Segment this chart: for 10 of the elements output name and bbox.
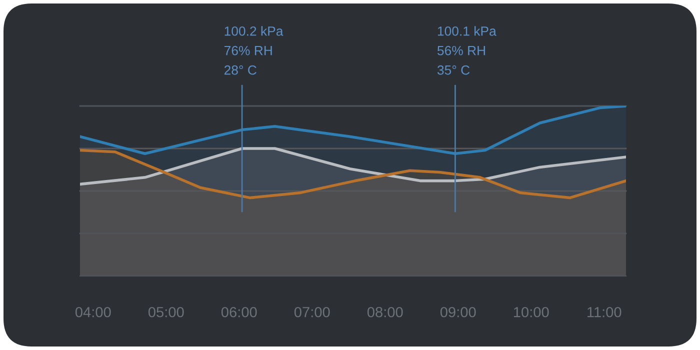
x-tick-label: 08:00: [367, 306, 403, 318]
x-tick-label: 04:00: [75, 306, 111, 318]
ref-line-label: 100.2 kPa 76% RH 28° C: [224, 26, 284, 75]
x-tick-label: 11:00: [588, 306, 622, 318]
x-tick-label: 05:00: [148, 306, 184, 318]
x-tick-label: 07:00: [294, 306, 330, 318]
x-tick-label: 09:00: [440, 306, 476, 318]
x-tick-label: 06:00: [221, 306, 257, 318]
ref-line-label: 100.1 kPa 56% RH 35° C: [437, 26, 496, 75]
x-tick-label: 10:00: [514, 306, 549, 318]
